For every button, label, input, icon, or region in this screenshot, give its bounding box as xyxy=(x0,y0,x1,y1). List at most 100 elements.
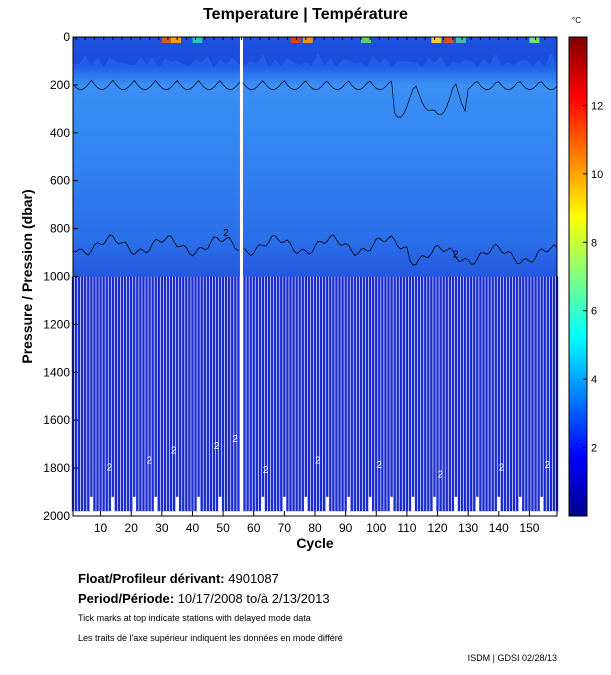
deep-profile-stripe xyxy=(335,276,338,512)
deep-profile-stripe xyxy=(445,276,448,512)
deep-profile-stripe xyxy=(424,276,427,512)
contour-label: 2 xyxy=(376,460,382,471)
deep-profile-stripe xyxy=(479,276,482,512)
deep-profile-stripe xyxy=(280,276,283,512)
x-tick-label: 110 xyxy=(397,521,416,535)
deep-profile-stripe xyxy=(286,276,289,512)
deep-profile-stripe xyxy=(531,276,534,512)
contour-label: 2 xyxy=(232,434,238,445)
x-tick-label: 120 xyxy=(428,521,448,535)
deep-profile-stripe xyxy=(430,276,433,512)
deep-profile-stripe xyxy=(200,276,203,512)
deep-profile-stripe xyxy=(108,276,111,512)
deep-profile-stripe xyxy=(546,276,550,512)
deep-profile-stripe xyxy=(77,276,81,512)
mixed-layer-band xyxy=(73,37,557,68)
x-tick-label: 10 xyxy=(94,521,108,535)
deep-profile-stripe xyxy=(267,276,271,512)
deep-profile-stripe xyxy=(157,276,160,512)
deep-profile-stripe xyxy=(133,276,136,497)
deep-profile-stripe xyxy=(454,276,458,497)
deep-profile-stripe xyxy=(292,276,295,512)
deep-profile-stripe xyxy=(145,276,148,512)
missing-profile-gap xyxy=(239,37,243,516)
deep-profile-stripe xyxy=(448,276,451,512)
colorbar xyxy=(568,36,588,517)
deep-profile-stripe xyxy=(84,276,87,512)
deep-profile-stripe xyxy=(439,276,442,512)
deep-profile-stripe xyxy=(209,276,213,512)
deep-profile-stripe xyxy=(114,276,118,512)
deep-profile-stripe xyxy=(111,276,115,497)
x-tick-label: 130 xyxy=(458,521,478,535)
x-axis-label: Cycle xyxy=(296,535,334,551)
y-tick-label: 1000 xyxy=(43,270,70,284)
deep-profile-stripe xyxy=(301,276,304,512)
credit-line: ISDM | GDSI 02/28/13 xyxy=(467,653,557,663)
deep-profile-stripe xyxy=(390,276,393,497)
deep-profile-stripe xyxy=(344,276,347,512)
float-info: Float/Profileur dérivant: 4901087 xyxy=(78,571,279,586)
deep-profile-stripe xyxy=(215,276,219,512)
contour-label: 2 xyxy=(214,441,220,452)
deep-profile-stripe xyxy=(408,276,412,512)
deep-profile-stripe xyxy=(442,276,445,512)
deep-profile-stripe xyxy=(154,276,157,497)
deep-profile-stripe xyxy=(252,276,255,512)
surface-warm-patch xyxy=(529,37,540,43)
surface-warm-patch xyxy=(171,37,182,43)
y-tick-label: 400 xyxy=(50,126,70,140)
deep-profile-stripe xyxy=(188,276,191,512)
deep-profile-stripe xyxy=(500,276,504,512)
deep-profile-stripe xyxy=(258,276,262,512)
y-tick-label: 0 xyxy=(63,30,70,44)
deep-profile-stripe xyxy=(185,276,188,512)
deep-profile-stripe xyxy=(234,276,237,512)
deep-profile-stripe xyxy=(182,276,185,512)
contour-label: 2 xyxy=(263,465,269,476)
deep-profile-stripe xyxy=(255,276,258,512)
deep-profile-stripe xyxy=(102,276,105,512)
deep-profile-stripe xyxy=(525,276,528,512)
deep-profile-stripe xyxy=(375,276,378,512)
deep-profile-stripe xyxy=(304,276,308,497)
chart-title: Temperature | Température xyxy=(203,6,408,23)
x-tick-label: 60 xyxy=(247,521,261,535)
deep-profile-stripe xyxy=(411,276,415,497)
float-label: Float/Profileur dérivant: xyxy=(78,571,225,586)
deep-profile-stripe xyxy=(169,276,173,512)
colorbar-tick-label: 6 xyxy=(591,306,597,318)
colorbar-tick-label: 8 xyxy=(591,237,597,249)
deep-profile-stripe xyxy=(218,276,222,497)
deep-profile-stripe xyxy=(488,276,491,512)
colorbar-tick-label: 12 xyxy=(591,100,603,112)
deep-profile-stripe xyxy=(203,276,206,512)
y-axis-label: Pressure / Pression (dbar) xyxy=(19,189,35,363)
deep-profile-stripe xyxy=(90,276,93,497)
deep-profile-stripe xyxy=(356,276,360,512)
deep-profile-stripe xyxy=(460,276,464,512)
deep-profile-stripe xyxy=(473,276,476,512)
deep-profile-stripe xyxy=(246,276,249,512)
deep-profile-stripe xyxy=(427,276,430,512)
deep-profile-stripe xyxy=(503,276,507,512)
contour-label: 2 xyxy=(171,446,177,457)
deep-profile-stripe xyxy=(139,276,142,512)
y-tick-label: 2000 xyxy=(43,509,70,523)
period-sep: to/à xyxy=(246,591,269,606)
deep-profile-stripe xyxy=(537,276,540,512)
deep-profile-stripe xyxy=(231,276,234,512)
deep-profile-stripe xyxy=(166,276,170,512)
contour-label: 2 xyxy=(499,462,505,473)
period-start: 10/17/2008 xyxy=(177,591,243,606)
deep-profile-stripe xyxy=(433,276,436,497)
deep-profile-stripe xyxy=(249,276,252,512)
deep-profile-stripe xyxy=(105,276,108,512)
x-tick-label: 30 xyxy=(155,521,169,535)
deep-profile-stripe xyxy=(130,276,133,512)
deep-profile-stripe xyxy=(372,276,375,512)
deep-profile-stripe xyxy=(74,276,78,512)
deep-profile-stripe xyxy=(148,276,151,512)
deep-profile-stripe xyxy=(270,276,274,512)
colorbar-tick-label: 10 xyxy=(591,169,603,181)
